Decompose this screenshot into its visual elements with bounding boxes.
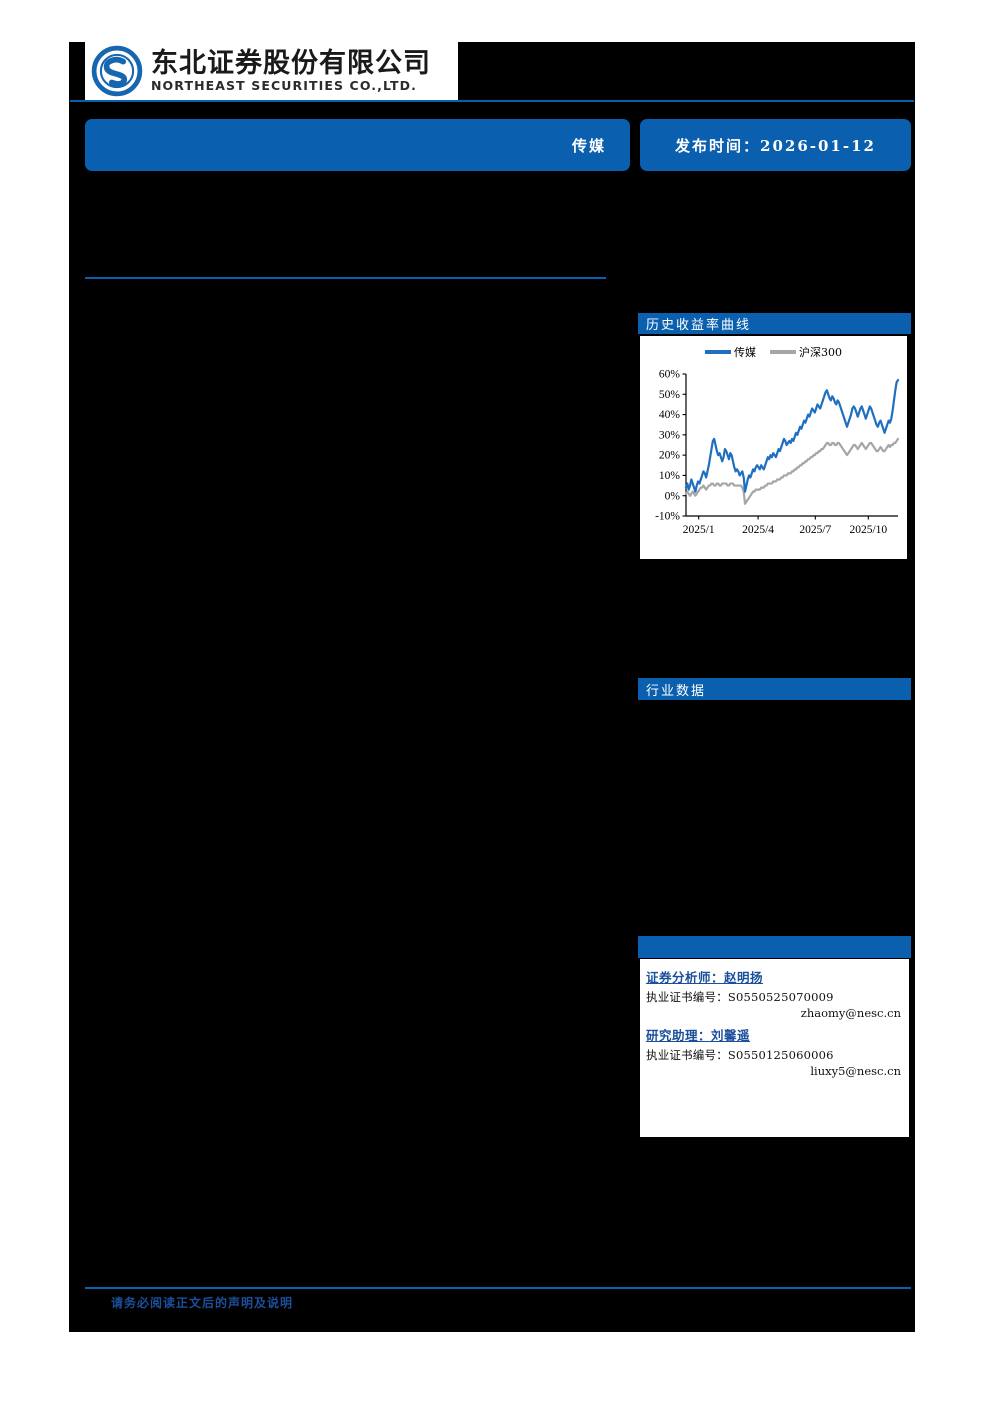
svg-text:0%: 0% [665, 490, 681, 502]
svg-text:60%: 60% [659, 369, 681, 381]
industry-data-panel-header: 行业数据 [638, 678, 911, 700]
legend-label-media: 传媒 [734, 346, 756, 359]
analyst-email-assistant[interactable]: liuxy5@nesc.cn [810, 1064, 901, 1078]
logo-wordmark: 东北证券股份有限公司 NORTHEAST SECURITIES CO.,LTD. [151, 50, 431, 93]
analyst-contact-card: 证券分析师：赵明扬 执业证书编号：S0550525070009 zhaomy@n… [640, 959, 909, 1137]
legend-swatch-benchmark [770, 350, 796, 354]
chart-plot-area: -10% 0% 10% 20% 30% 40% 50% 60% 2025/1 2025/4 2025… [655, 369, 900, 536]
svg-text:20%: 20% [659, 450, 681, 462]
footer-disclaimer: 请务必阅读正文后的声明及说明 [111, 1296, 294, 1310]
svg-text:30%: 30% [659, 429, 681, 441]
analyst-panel-header [638, 936, 911, 958]
northeast-securities-logo-icon [91, 45, 143, 97]
analyst-cert-primary: 执业证书编号：S0550525070009 [646, 990, 834, 1004]
logo-chinese-name: 东北证券股份有限公司 [151, 47, 431, 79]
analyst-name-assistant: 研究助理：刘馨遥 [646, 1028, 751, 1043]
svg-text:2025/1: 2025/1 [683, 524, 715, 536]
legend-item-media: 传媒 [705, 344, 756, 360]
svg-text:2025/10: 2025/10 [849, 524, 887, 536]
logo-english-name: NORTHEAST SECURITIES CO.,LTD. [151, 77, 417, 93]
svg-text:2025/4: 2025/4 [742, 524, 774, 536]
analyst-email-primary[interactable]: zhaomy@nesc.cn [800, 1006, 901, 1020]
legend-item-benchmark: 沪深300 [770, 344, 842, 360]
analyst-entry: 证券分析师：赵明扬 执业证书编号：S0550525070009 zhaomy@n… [646, 967, 903, 1020]
industry-tag: 传媒 [85, 119, 630, 171]
svg-text:10%: 10% [659, 470, 681, 482]
svg-text:2025/7: 2025/7 [799, 524, 831, 536]
svg-text:50%: 50% [659, 389, 681, 401]
chart-panel-header: 历史收益率曲线 [638, 313, 911, 334]
analyst-entry: 研究助理：刘馨遥 执业证书编号：S0550125060006 liuxy5@ne… [646, 1025, 903, 1078]
legend-label-benchmark: 沪深300 [799, 346, 842, 359]
legend-swatch-media [705, 350, 731, 354]
publish-date-tag: 发布时间：2026-01-12 [640, 119, 911, 171]
title-divider [85, 277, 606, 279]
svg-text:-10%: -10% [655, 511, 680, 523]
chart-legend: 传媒 沪深300 [640, 344, 907, 360]
svg-text:40%: 40% [659, 409, 681, 421]
analyst-name-primary: 证券分析师：赵明扬 [646, 970, 764, 985]
header-divider [70, 100, 914, 102]
document-page: 东北证券股份有限公司 NORTHEAST SECURITIES CO.,LTD.… [69, 42, 915, 1332]
historical-return-chart: 传媒 沪深300 -10% 0% 10% 20% 30% 40% 50% 60% 2025/1 2… [640, 336, 907, 559]
footer-divider [85, 1287, 911, 1289]
company-logo: 东北证券股份有限公司 NORTHEAST SECURITIES CO.,LTD. [85, 42, 458, 100]
analyst-cert-assistant: 执业证书编号：S0550125060006 [646, 1048, 834, 1062]
